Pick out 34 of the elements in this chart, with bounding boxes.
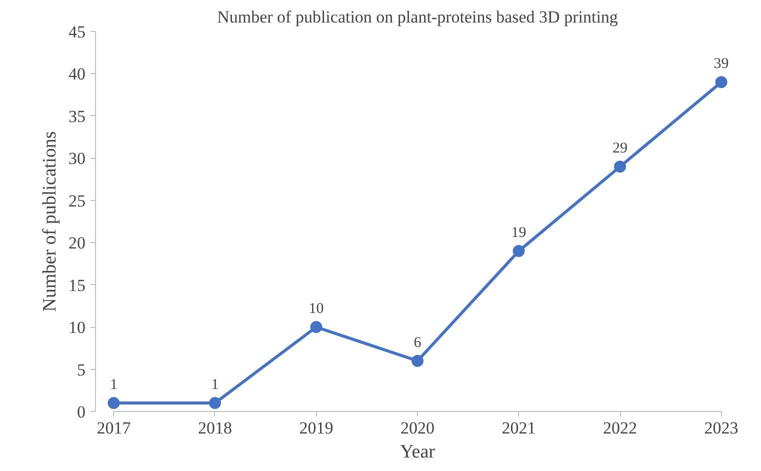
chart-title: Number of publication on plant-proteins based 3D printing	[217, 8, 618, 26]
y-tick-label: 30	[68, 149, 86, 168]
y-tick-label: 20	[68, 234, 86, 253]
point	[715, 76, 728, 88]
y-tick-label: 45	[68, 22, 86, 42]
y-tick-label: 5	[77, 360, 86, 380]
x-tick-label: 2022	[603, 418, 638, 438]
data-label: 10	[308, 301, 324, 318]
point	[208, 397, 221, 410]
data-label: 1	[211, 377, 219, 394]
y-axis-title: Number of publications	[40, 131, 60, 312]
x-axis-title: Year	[400, 442, 436, 462]
x-tick-label: 2018	[198, 418, 232, 438]
x-tick-label: 2023	[704, 418, 738, 438]
point	[108, 397, 120, 410]
y-tick-label: 40	[68, 64, 86, 84]
x-tick-label: 2020	[400, 418, 434, 438]
x-tick-label: 2019	[299, 418, 334, 438]
y-tick-label: 10	[68, 318, 86, 338]
point	[310, 321, 322, 334]
point	[614, 160, 626, 173]
data-label: 29	[612, 140, 628, 157]
point	[512, 245, 525, 258]
data-label: 1	[110, 377, 118, 394]
y-tick-label: 15	[68, 276, 86, 295]
point	[412, 354, 424, 367]
data-label: 6	[414, 334, 422, 351]
x-tick-label: 2021	[502, 418, 536, 438]
y-tick-label: 0	[77, 402, 86, 422]
x-tick-label: 2017	[96, 418, 132, 438]
data-label: 39	[714, 56, 729, 72]
data-label: 19	[511, 225, 526, 242]
y-tick-label: 25	[68, 191, 86, 210]
y-tick-label: 35	[68, 106, 86, 126]
